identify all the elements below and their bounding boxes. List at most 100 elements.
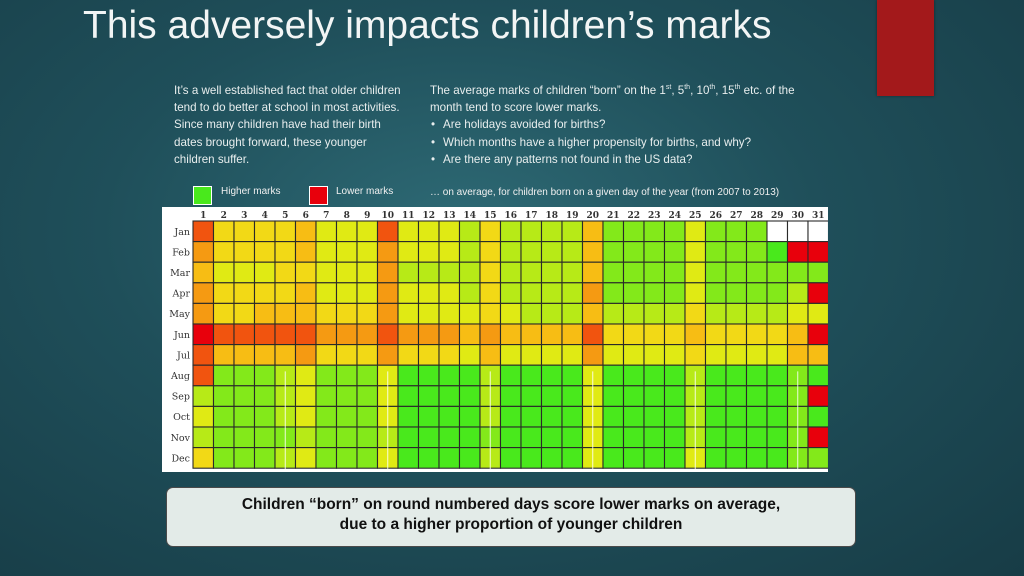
- heatmap-cell: [376, 302, 399, 325]
- heatmap-cell: [602, 364, 625, 387]
- legend-lower-label: Lower marks: [336, 186, 394, 197]
- intro-paragraph: It’s a well established fact that older …: [174, 84, 401, 166]
- heatmap-cell: [704, 323, 727, 346]
- heatmap-cell: [663, 426, 686, 449]
- heatmap-cell: [745, 302, 768, 325]
- heatmap-cell: [274, 282, 297, 304]
- heatmap-cell: [458, 282, 481, 304]
- heatmap-cell: [745, 261, 768, 284]
- heatmap-cell: [540, 241, 563, 263]
- heatmap-cell: [335, 241, 358, 263]
- heatmap-cell: [376, 220, 399, 243]
- heatmap-cell: [356, 241, 379, 263]
- heatmap-cell: [704, 405, 727, 428]
- heatmap-cell: [704, 447, 727, 469]
- y-tick-label: Jan: [173, 227, 190, 238]
- x-tick-label: 24: [668, 211, 681, 221]
- heatmap-cell: [581, 344, 604, 366]
- heatmap-cell: [520, 364, 543, 387]
- heatmap-cell: [786, 261, 809, 284]
- heatmap-cell: [540, 344, 563, 366]
- y-tick-label: Dec: [171, 453, 190, 464]
- heatmap-cell: [704, 241, 727, 263]
- heatmap-cell: [807, 344, 828, 366]
- heatmap-svg: 1 2 3 4 5 6 7 8 9 10 11 12 13 14 15 16 17 18 19 20 21 22 23 24 2…: [169, 211, 828, 472]
- heatmap-cell: [622, 302, 645, 325]
- x-tick-label: 25: [689, 211, 702, 221]
- heatmap-cell: [233, 241, 256, 263]
- heatmap-cell: [192, 405, 215, 428]
- heatmap-cell: [499, 220, 522, 243]
- heatmap-cell: [458, 220, 481, 243]
- heatmap-cell: [315, 282, 338, 304]
- heatmap-cell: [294, 344, 317, 366]
- x-tick-label: 6: [303, 211, 309, 221]
- heatmap-cell: [192, 220, 215, 243]
- heatmap-cell: [499, 261, 522, 284]
- heatmap-cell: [294, 385, 317, 407]
- heatmap-cell: [561, 405, 584, 428]
- heatmap-cell: [212, 241, 235, 263]
- heatmap-cell: [540, 282, 563, 304]
- heatmap-cell: [192, 261, 215, 284]
- legend-higher-label: Higher marks: [221, 186, 281, 197]
- heatmap-cell: [438, 344, 461, 366]
- heatmap-cell: [581, 282, 604, 304]
- heatmap-cell: [294, 261, 317, 284]
- heatmap-cell: [540, 385, 563, 407]
- heatmap-cell: [663, 241, 686, 263]
- heatmap-cell: [602, 385, 625, 407]
- slide-title: This adversely impacts children’s marks: [83, 4, 772, 47]
- heatmap-cell: [458, 344, 481, 366]
- heatmap-cell: [315, 302, 338, 325]
- heatmap-cell: [684, 282, 707, 304]
- heatmap-cell: [807, 426, 828, 449]
- heatmap-cell: [663, 364, 686, 387]
- heatmap-cell: [581, 323, 604, 346]
- heatmap-cell: [581, 241, 604, 263]
- heatmap-cell: [356, 344, 379, 366]
- heatmap-cell: [807, 323, 828, 346]
- heatmap-cell: [212, 405, 235, 428]
- heatmap-cell: [602, 323, 625, 346]
- heatmap-cell: [520, 282, 543, 304]
- heatmap-cell: [335, 447, 358, 469]
- heatmap-cell: [335, 364, 358, 387]
- heatmap-cell: [581, 220, 604, 243]
- questions-intro: The average marks of children “born” on …: [430, 84, 795, 115]
- heatmap-cell: [438, 261, 461, 284]
- heatmap-cell: [643, 344, 666, 366]
- heatmap-cell: [233, 323, 256, 346]
- heatmap-cell: [540, 261, 563, 284]
- heatmap-cell: [212, 282, 235, 304]
- heatmap-cell: [745, 364, 768, 387]
- heatmap-cell: [622, 447, 645, 469]
- heatmap-cell: [233, 385, 256, 407]
- heatmap-cell: [397, 405, 420, 428]
- heatmap-cell: [766, 344, 789, 366]
- conclusion-callout: Children “born” on round numbered days s…: [166, 487, 856, 547]
- heatmap-cell: [704, 344, 727, 366]
- heatmap-cell: [458, 364, 481, 387]
- heatmap-cell: [602, 405, 625, 428]
- heatmap-cell: [192, 447, 215, 469]
- heatmap-cell: [684, 344, 707, 366]
- heatmap-cell: [561, 220, 584, 243]
- heatmap-cell: [253, 426, 276, 449]
- heatmap-cell: [397, 282, 420, 304]
- heatmap-cell: [458, 323, 481, 346]
- x-tick-label: 10: [381, 211, 394, 221]
- heatmap-cell: [417, 261, 440, 284]
- heatmap-cell: [540, 447, 563, 469]
- heatmap-cell: [417, 302, 440, 325]
- x-tick-label: 14: [463, 211, 476, 221]
- heatmap-cell: [807, 405, 828, 428]
- heatmap-cell: [622, 323, 645, 346]
- heatmap-cell: [622, 241, 645, 263]
- heatmap-cell: [458, 385, 481, 407]
- heatmap-cell: [520, 405, 543, 428]
- heatmap-cell: [294, 302, 317, 325]
- heatmap-cell: [766, 426, 789, 449]
- y-tick-label: Feb: [172, 247, 190, 258]
- heatmap-cell: [602, 344, 625, 366]
